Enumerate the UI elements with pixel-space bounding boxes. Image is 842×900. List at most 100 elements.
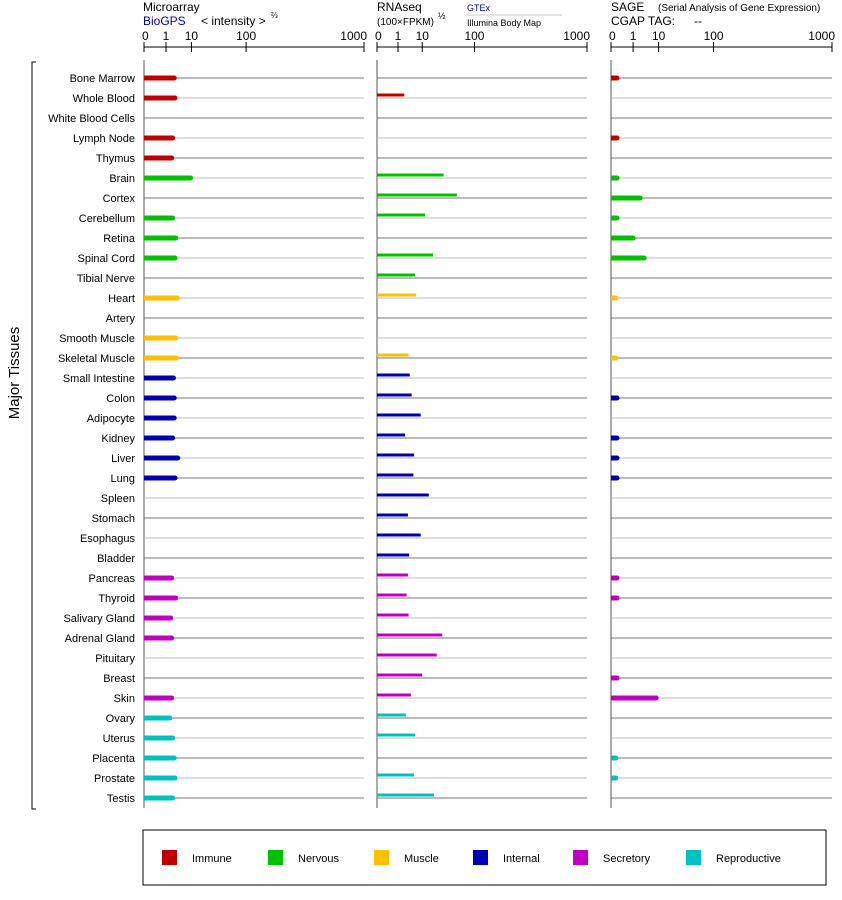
bar-cap-sage-30 bbox=[614, 675, 620, 681]
bar-sage-8 bbox=[611, 235, 634, 241]
bar-cap-sage-31 bbox=[653, 695, 659, 701]
bar-rnaseq-7 bbox=[377, 213, 426, 217]
tissue-label: Thymus bbox=[96, 153, 136, 165]
bar-microarray-16 bbox=[144, 395, 175, 401]
legend-swatch-internal bbox=[473, 850, 488, 865]
bar-cap-sage-35 bbox=[613, 775, 619, 781]
legend-swatch-nervous bbox=[268, 850, 283, 865]
bar-microarray-33 bbox=[144, 735, 173, 741]
bar-rnaseq-17 bbox=[377, 413, 421, 417]
bar-microarray-1 bbox=[144, 95, 176, 101]
bar-microarray-14 bbox=[144, 355, 177, 361]
bar-microarray-20 bbox=[144, 475, 176, 481]
rnaseq-unit: (100×FPKM) bbox=[377, 17, 434, 28]
bar-sage-6 bbox=[611, 195, 641, 201]
bar-microarray-35 bbox=[144, 775, 176, 781]
x-tick-label-0-1: 1 bbox=[163, 29, 170, 43]
bar-cap-microarray-4 bbox=[169, 155, 175, 161]
legend-label-muscle: Muscle bbox=[404, 853, 439, 865]
bar-cap-microarray-18 bbox=[170, 435, 176, 441]
bars-layer bbox=[144, 75, 659, 801]
tissue-label: Brain bbox=[109, 173, 135, 185]
bar-sage-0 bbox=[611, 75, 617, 81]
biogps-link[interactable]: BioGPS bbox=[143, 14, 186, 28]
bar-microarray-32 bbox=[144, 715, 170, 721]
tissue-label: Artery bbox=[106, 313, 136, 325]
y-group-label: Major Tissues bbox=[6, 327, 23, 420]
bar-cap-sage-8 bbox=[630, 235, 636, 241]
tissue-label: Bone Marrow bbox=[70, 73, 135, 85]
bar-cap-microarray-25 bbox=[169, 575, 175, 581]
bar-cap-microarray-8 bbox=[173, 235, 179, 241]
rnaseq-unit-exponent: ½ bbox=[438, 11, 446, 21]
bar-sage-3 bbox=[611, 135, 617, 141]
bar-cap-microarray-19 bbox=[175, 455, 181, 461]
bar-rnaseq-33 bbox=[377, 733, 416, 737]
bar-cap-microarray-26 bbox=[173, 595, 179, 601]
bar-cap-microarray-7 bbox=[170, 215, 176, 221]
legend-label-internal: Internal bbox=[503, 853, 540, 865]
bar-microarray-34 bbox=[144, 755, 175, 761]
y-group-bracket bbox=[31, 61, 36, 810]
tissue-label: Liver bbox=[111, 453, 135, 465]
bar-microarray-11 bbox=[144, 295, 178, 301]
x-tick-label-0-0: 0 bbox=[142, 29, 149, 43]
tissue-label: Lung bbox=[111, 473, 135, 485]
bar-microarray-27 bbox=[144, 615, 171, 621]
tissue-label: White Blood Cells bbox=[48, 113, 135, 125]
bar-microarray-17 bbox=[144, 415, 175, 421]
tissue-label: Breast bbox=[103, 673, 135, 685]
tissue-label: Tibial Nerve bbox=[77, 273, 135, 285]
bar-cap-microarray-31 bbox=[169, 695, 175, 701]
bar-microarray-36 bbox=[144, 795, 173, 801]
bar-cap-sage-3 bbox=[614, 135, 620, 141]
bar-microarray-28 bbox=[144, 635, 172, 641]
bar-rnaseq-11 bbox=[377, 293, 417, 297]
bar-cap-microarray-14 bbox=[173, 355, 179, 361]
legend: Immune Nervous Muscle Internal Secretory Repr… bbox=[162, 850, 781, 865]
tissue-label: Cortex bbox=[103, 193, 136, 205]
x-tick-label-2-1: 1 bbox=[630, 29, 637, 43]
bar-cap-microarray-34 bbox=[171, 755, 177, 761]
tissue-label: Colon bbox=[106, 393, 135, 405]
bar-cap-sage-19 bbox=[614, 455, 620, 461]
bar-rnaseq-16 bbox=[377, 393, 412, 397]
bar-microarray-19 bbox=[144, 455, 178, 461]
x-tick-label-1-3: 100 bbox=[464, 29, 484, 43]
legend-label-immune: Immune bbox=[192, 853, 232, 865]
bar-sage-19 bbox=[611, 455, 617, 461]
legend-label-nervous: Nervous bbox=[298, 853, 339, 865]
x-tick-label-2-4: 1000 bbox=[808, 29, 835, 43]
bar-rnaseq-26 bbox=[377, 593, 407, 597]
bar-sage-5 bbox=[611, 175, 617, 181]
bar-rnaseq-36 bbox=[377, 793, 435, 797]
tissue-label: Thyroid bbox=[98, 593, 135, 605]
axes-layer: 0 1 10 100 1000 0 1 10 100 1000 0 1 10 100 1000 bbox=[142, 29, 835, 808]
bar-cap-microarray-9 bbox=[172, 255, 178, 261]
bar-sage-16 bbox=[611, 395, 617, 401]
bar-microarray-0 bbox=[144, 75, 175, 81]
bar-rnaseq-19 bbox=[377, 453, 415, 457]
tissue-label: Adrenal Gland bbox=[65, 633, 135, 645]
bar-cap-microarray-13 bbox=[173, 335, 179, 341]
x-tick-label-0-2: 10 bbox=[185, 29, 199, 43]
tissue-label: Uterus bbox=[103, 733, 136, 745]
bar-rnaseq-30 bbox=[377, 673, 423, 677]
tissue-label: Smooth Muscle bbox=[59, 333, 135, 345]
bar-cap-sage-20 bbox=[614, 475, 620, 481]
legend-label-secretory: Secretory bbox=[603, 853, 651, 865]
tissue-label: Lymph Node bbox=[73, 133, 135, 145]
bar-rnaseq-23 bbox=[377, 533, 421, 537]
bar-sage-18 bbox=[611, 435, 617, 441]
bar-cap-microarray-35 bbox=[172, 775, 178, 781]
bar-rnaseq-15 bbox=[377, 373, 410, 377]
bar-cap-sage-14 bbox=[613, 355, 619, 361]
gtex-link[interactable]: GTEx bbox=[467, 3, 491, 13]
tissue-label: Salivary Gland bbox=[63, 613, 135, 625]
tissue-label: Retina bbox=[103, 233, 136, 245]
x-tick-label-2-2: 10 bbox=[652, 29, 666, 43]
bar-rnaseq-14 bbox=[377, 353, 409, 357]
cgap-tag-value: -- bbox=[694, 14, 702, 28]
bar-cap-microarray-1 bbox=[172, 95, 178, 101]
bar-cap-microarray-32 bbox=[167, 715, 173, 721]
